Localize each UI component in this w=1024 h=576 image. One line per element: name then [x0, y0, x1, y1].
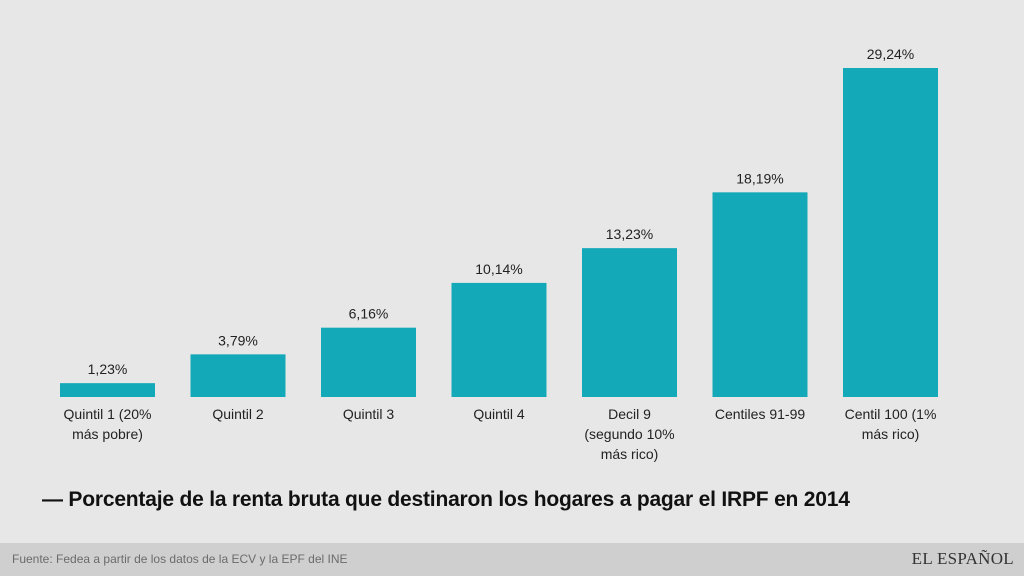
bar [843, 68, 938, 397]
category-label: Quintil 2 [212, 406, 264, 422]
category-label: Centiles 91-99 [715, 406, 805, 422]
category-label: Decil 9 (segundo 10% más rico) [584, 406, 674, 462]
bar [582, 248, 677, 397]
category-label-line: (segundo 10% [584, 426, 674, 442]
category-label-line: más rico) [601, 446, 659, 462]
data-label: 6,16% [349, 306, 389, 322]
data-label: 3,79% [218, 332, 258, 348]
category-label-line: Quintil 3 [343, 406, 395, 422]
bar [190, 354, 286, 397]
category-label: Centil 100 (1% más rico) [845, 406, 937, 442]
data-label: 29,24% [867, 46, 914, 62]
footer-bar: Fuente: Fedea a partir de los datos de l… [0, 543, 1024, 576]
category-label: Quintil 3 [343, 406, 395, 422]
category-label: Quintil 4 [473, 406, 525, 422]
data-label: 13,23% [606, 226, 653, 242]
data-label: 10,14% [475, 261, 522, 277]
bar-chart: 1,23% Quintil 1 (20% más pobre) 3,79% Quinti… [60, 46, 938, 462]
category-label: Quintil 1 (20% más pobre) [64, 406, 152, 442]
category-label-line: Quintil 4 [473, 406, 525, 422]
brand-logo: EL ESPAÑOL [911, 549, 1014, 568]
bar [321, 327, 416, 397]
bar [60, 383, 155, 397]
bar [712, 192, 808, 397]
data-label: 18,19% [736, 170, 783, 186]
source-text: Fuente: Fedea a partir de los datos de l… [12, 552, 348, 566]
category-label-line: Quintil 1 (20% [64, 406, 152, 422]
category-label-line: más rico) [862, 426, 920, 442]
category-label-line: Quintil 2 [212, 406, 264, 422]
category-label-line: Centiles 91-99 [715, 406, 805, 422]
chart-title: — Porcentaje de la renta bruta que desti… [42, 488, 850, 511]
data-label: 1,23% [88, 361, 128, 377]
category-label-line: más pobre) [72, 426, 143, 442]
category-label-line: Centil 100 (1% [845, 406, 937, 422]
bar [451, 282, 547, 397]
category-label-line: Decil 9 [608, 406, 651, 422]
